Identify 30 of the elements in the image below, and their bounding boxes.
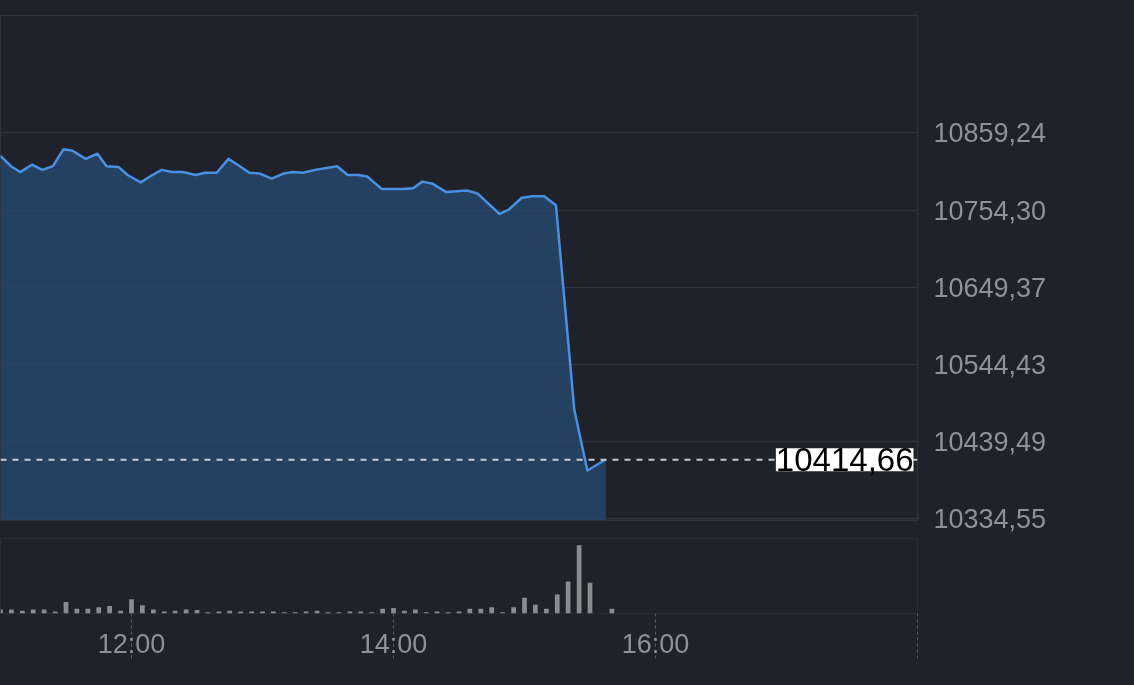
bar	[161, 611, 167, 614]
bar	[489, 607, 495, 614]
bar	[96, 607, 102, 614]
ref-line-label: 10414,66	[775, 441, 914, 479]
x-tick-label: 14:00	[359, 628, 428, 659]
y-tick-label: 10439,49	[933, 426, 1047, 457]
y-tick-label: 10544,43	[933, 349, 1047, 380]
bar	[249, 611, 254, 614]
y-tick-label: 10754,30	[933, 195, 1047, 226]
bar	[511, 607, 516, 614]
y-tick-label: 10334,55	[933, 504, 1047, 535]
bar	[522, 597, 527, 614]
bar	[358, 611, 364, 614]
x-tick-label: 16:00	[621, 628, 690, 659]
bar	[129, 599, 134, 614]
bar	[30, 609, 36, 614]
y-tick-label: 10859,24	[933, 118, 1047, 149]
bar	[238, 611, 243, 614]
bar	[9, 609, 14, 614]
x-tick-label: 12:00	[97, 628, 166, 659]
bar	[413, 609, 418, 614]
bar	[151, 609, 156, 614]
y-tick-label: 10649,37	[933, 272, 1047, 303]
bar	[533, 604, 538, 614]
bar	[260, 611, 265, 614]
bar	[140, 605, 145, 614]
bar	[271, 611, 276, 614]
bar	[391, 608, 396, 614]
bar	[554, 594, 560, 614]
bar	[107, 606, 112, 614]
